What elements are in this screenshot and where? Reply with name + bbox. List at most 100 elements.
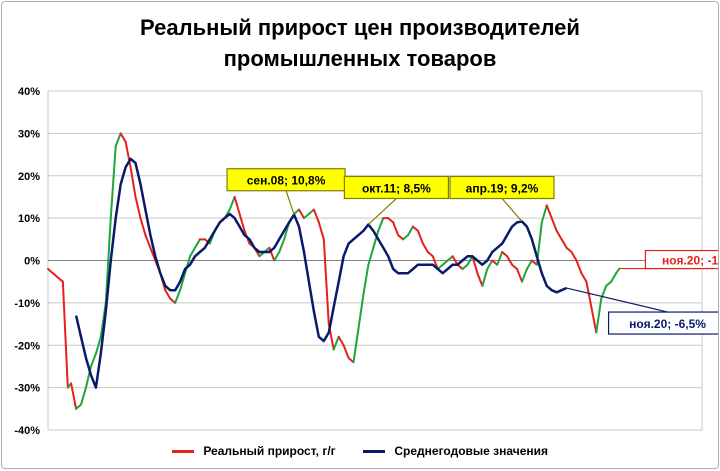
annotation-box bbox=[449, 175, 555, 200]
growth-segment bbox=[302, 212, 310, 220]
growth-segment bbox=[441, 259, 449, 266]
growth-segment bbox=[451, 255, 459, 266]
growth-segment bbox=[193, 238, 201, 249]
annotation-label: апр.19; 9,2% bbox=[466, 182, 539, 196]
growth-segment bbox=[377, 217, 385, 232]
growth-segment bbox=[476, 272, 484, 287]
growth-segment bbox=[506, 255, 514, 266]
growth-segment bbox=[298, 208, 305, 220]
growth-segment bbox=[139, 217, 147, 237]
y-tick-label: -30% bbox=[14, 383, 40, 395]
growth-segment bbox=[387, 217, 395, 224]
growth-segment bbox=[129, 166, 137, 198]
chart-title: Реальный прирост цен производителей пром… bbox=[2, 12, 718, 74]
growth-segment bbox=[595, 297, 603, 334]
growth-segment bbox=[570, 251, 578, 262]
growth-segment bbox=[322, 238, 330, 326]
legend-label-average: Среднегодовые значения bbox=[394, 444, 549, 458]
annotation-box bbox=[343, 175, 449, 200]
growth-segment bbox=[471, 255, 479, 275]
growth-segment bbox=[397, 234, 405, 241]
growth-segment bbox=[80, 386, 87, 406]
growth-segment bbox=[179, 272, 187, 292]
growth-segment bbox=[486, 259, 494, 270]
growth-segment bbox=[501, 251, 509, 258]
growth-segment bbox=[61, 280, 69, 389]
annotation-box bbox=[607, 311, 718, 335]
annotation-label: ноя.20; -6,5% bbox=[629, 317, 706, 331]
legend-item-growth: Реальный прирост, г/г bbox=[171, 444, 336, 458]
annotation-pointer bbox=[367, 198, 397, 225]
growth-segment bbox=[273, 251, 281, 262]
growth-segment bbox=[615, 267, 621, 275]
legend-label-growth: Реальный прирост, г/г bbox=[203, 444, 336, 458]
growth-segment bbox=[109, 145, 117, 220]
growth-segment bbox=[590, 306, 598, 334]
annotation-label: окт.11; 8,5% bbox=[362, 181, 431, 195]
growth-segment bbox=[367, 246, 375, 266]
growth-segment bbox=[56, 276, 64, 283]
growth-segment bbox=[124, 140, 132, 169]
y-tick-label: 30% bbox=[18, 128, 40, 140]
annotation-pointer bbox=[501, 198, 523, 222]
growth-segment bbox=[525, 259, 533, 270]
growth-segment bbox=[278, 238, 286, 254]
growth-segment bbox=[605, 280, 613, 287]
growth-segment bbox=[51, 272, 59, 279]
growth-segment bbox=[144, 234, 152, 249]
y-tick-label: -10% bbox=[14, 298, 40, 310]
growth-segment bbox=[565, 246, 573, 254]
annotation-box bbox=[644, 249, 718, 270]
growth-segment bbox=[461, 263, 469, 270]
y-tick-label: 40% bbox=[18, 86, 40, 98]
annotation-pointer bbox=[566, 287, 668, 313]
growth-segment bbox=[307, 208, 315, 215]
growth-segment bbox=[94, 335, 102, 355]
growth-segment bbox=[555, 229, 563, 241]
growth-segment bbox=[392, 221, 400, 237]
growth-segment bbox=[491, 259, 499, 266]
growth-segment bbox=[317, 221, 325, 241]
chart-title-line-1: Реальный прирост цен производителей bbox=[140, 15, 580, 40]
legend-item-average: Среднегодовые значения bbox=[363, 444, 548, 458]
y-tick-label: 10% bbox=[18, 213, 40, 225]
growth-segment bbox=[134, 195, 142, 220]
growth-segment bbox=[545, 204, 553, 220]
growth-segment bbox=[184, 255, 192, 275]
growth-segment bbox=[228, 195, 236, 211]
legend-swatch-average bbox=[363, 450, 386, 454]
annotation-label: ноя.20; -1,9% bbox=[662, 254, 718, 268]
legend-swatch-growth bbox=[171, 450, 194, 454]
growth-segment bbox=[362, 263, 370, 296]
growth-segment bbox=[426, 251, 434, 258]
growth-segment bbox=[342, 344, 350, 359]
growth-segment bbox=[520, 267, 528, 283]
growth-segment bbox=[560, 238, 568, 249]
annotation-label: сен.08; 10,8% bbox=[247, 174, 326, 188]
growth-segment bbox=[119, 132, 127, 143]
growth-segment bbox=[293, 208, 301, 215]
chart-title-line-2: промышленных товаров bbox=[223, 46, 497, 71]
growth-segment bbox=[357, 293, 365, 330]
growth-segment bbox=[585, 280, 593, 309]
growth-segment bbox=[104, 217, 112, 304]
growth-segment bbox=[47, 267, 54, 275]
growth-segment bbox=[312, 208, 320, 224]
growth-segment bbox=[332, 335, 340, 351]
growth-segment bbox=[496, 251, 504, 266]
growth-segment bbox=[174, 289, 182, 304]
y-tick-label: 0% bbox=[24, 256, 40, 268]
annotation-pointer bbox=[285, 190, 295, 215]
y-tick-label: -40% bbox=[14, 425, 40, 437]
growth-segment bbox=[610, 272, 618, 283]
growth-segment bbox=[580, 272, 588, 283]
growth-segment bbox=[70, 382, 78, 410]
chart-legend: Реальный прирост, г/г Среднегодовые знач… bbox=[2, 444, 718, 458]
growth-segment bbox=[189, 246, 196, 258]
growth-segment bbox=[149, 246, 157, 262]
growth-segment bbox=[511, 263, 519, 270]
growth-segment bbox=[233, 195, 241, 215]
growth-segment bbox=[446, 255, 454, 262]
average-line bbox=[74, 157, 568, 389]
